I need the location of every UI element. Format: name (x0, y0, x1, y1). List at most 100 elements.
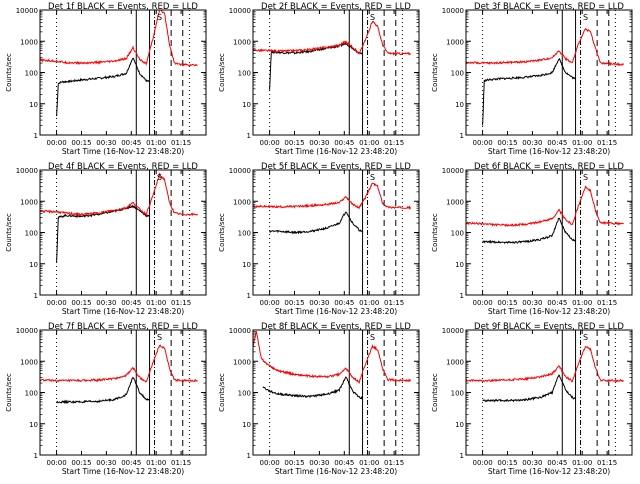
x-tick-label: 00:00 (47, 139, 67, 147)
y-tick-label: 1 (34, 292, 38, 300)
y-tick-label: 1000 (233, 198, 251, 206)
y-tick-label: 10 (29, 421, 38, 429)
x-tick-label: 00:45 (334, 459, 354, 467)
y-axis-label: Counts/sec (5, 53, 13, 92)
x-tick-label: 00:45 (547, 139, 567, 147)
x-tick-label: 01:00 (146, 459, 166, 467)
vertical-markers (482, 330, 616, 455)
y-tick-label: 1000 (20, 358, 38, 366)
x-axis-label: Start Time (16-Nov-12 23:48:20) (488, 467, 610, 476)
y-tick-label: 1 (34, 452, 38, 460)
x-tick-label: 01:00 (572, 139, 592, 147)
x-tick-label: 00:00 (47, 459, 67, 467)
x-tick-label: 00:15 (284, 299, 304, 307)
x-tick-label: 00:45 (547, 459, 567, 467)
vertical-markers (56, 10, 190, 135)
plot-frame (465, 169, 633, 296)
y-tick-label: 1 (460, 452, 464, 460)
y-tick-label: 10 (242, 261, 251, 269)
chart-title: Det 2f BLACK = Events, RED = LLD (261, 2, 411, 12)
y-axis-label: Counts/sec (218, 213, 226, 252)
x-tick-label: 00:00 (473, 459, 493, 467)
peak-marker-label: S (370, 333, 375, 342)
x-tick-label: 00:45 (547, 299, 567, 307)
y-tick-label: 10000 (442, 327, 464, 335)
y-tick-label: 100 (238, 70, 251, 78)
y-tick-label: 100 (451, 230, 464, 238)
vertical-markers (269, 10, 403, 135)
x-axis-label: Start Time (16-Nov-12 23:48:20) (275, 147, 397, 156)
peak-marker-label: S (370, 173, 375, 182)
lld-series-line (253, 182, 412, 210)
vertical-markers (269, 330, 403, 455)
y-tick-label: 1 (460, 292, 464, 300)
lld-series-line (253, 331, 412, 384)
plot-frame (39, 329, 207, 456)
x-axis-label: Start Time (16-Nov-12 23:48:20) (62, 467, 184, 476)
y-tick-label: 10 (242, 421, 251, 429)
x-tick-label: 00:15 (71, 459, 91, 467)
lld-series-line (466, 27, 625, 67)
chart-title: Det 3f BLACK = Events, RED = LLD (474, 2, 624, 12)
lld-series-line (40, 172, 198, 217)
x-tick-label: 00:30 (309, 299, 329, 307)
events-series-line (482, 57, 576, 126)
events-series-line (56, 57, 150, 117)
x-tick-label: 01:00 (146, 139, 166, 147)
y-tick-label: 10 (455, 261, 464, 269)
x-tick-label: 01:15 (597, 299, 617, 307)
x-tick-label: 00:15 (71, 299, 91, 307)
y-tick-label: 1000 (233, 38, 251, 46)
y-tick-label: 10000 (16, 7, 38, 15)
x-tick-label: 00:15 (497, 139, 517, 147)
events-series-line (482, 374, 577, 403)
vertical-markers (56, 170, 190, 295)
y-tick-label: 1000 (446, 38, 464, 46)
x-axis-label: Start Time (16-Nov-12 23:48:20) (275, 467, 397, 476)
x-tick-label: 00:00 (260, 299, 280, 307)
y-tick-label: 1000 (233, 358, 251, 366)
x-tick-label: 01:00 (359, 459, 379, 467)
y-tick-label: 1000 (446, 358, 464, 366)
x-tick-label: 00:30 (522, 459, 542, 467)
chart-title: Det 7f BLACK = Events, RED = LLD (48, 322, 198, 332)
chart-title: Det 4f BLACK = Events, RED = LLD (48, 162, 198, 172)
lld-series-line (253, 20, 412, 56)
x-tick-label: 01:15 (597, 139, 617, 147)
x-tick-label: 00:00 (47, 299, 67, 307)
x-tick-label: 00:15 (284, 139, 304, 147)
x-axis-label: Start Time (16-Nov-12 23:48:20) (488, 307, 610, 316)
y-tick-label: 1000 (446, 198, 464, 206)
x-tick-label: 01:00 (572, 299, 592, 307)
y-tick-label: 10 (455, 101, 464, 109)
x-tick-label: 00:15 (71, 139, 91, 147)
x-tick-label: 00:30 (96, 299, 116, 307)
y-tick-label: 1000 (20, 38, 38, 46)
events-series-line (269, 211, 364, 235)
chart-title: Det 9f BLACK = Events, RED = LLD (474, 322, 624, 332)
y-tick-label: 1 (34, 132, 38, 140)
y-tick-label: 100 (25, 230, 38, 238)
x-tick-label: 01:00 (359, 299, 379, 307)
x-tick-label: 00:30 (309, 139, 329, 147)
x-tick-label: 00:30 (522, 299, 542, 307)
x-tick-label: 01:15 (171, 459, 191, 467)
y-tick-label: 10 (29, 101, 38, 109)
y-tick-label: 10000 (442, 167, 464, 175)
y-tick-label: 1 (247, 132, 251, 140)
x-tick-label: 00:45 (334, 139, 354, 147)
y-tick-label: 10 (455, 421, 464, 429)
x-tick-label: 00:45 (121, 459, 141, 467)
chart-title: Det 1f BLACK = Events, RED = LLD (48, 2, 198, 12)
lld-series-line (40, 344, 199, 383)
lld-series-line (466, 185, 624, 228)
x-axis-label: Start Time (16-Nov-12 23:48:20) (62, 147, 184, 156)
y-tick-label: 100 (451, 390, 464, 398)
vertical-markers (482, 10, 616, 135)
chart-title: Det 8f BLACK = Events, RED = LLD (261, 322, 411, 332)
